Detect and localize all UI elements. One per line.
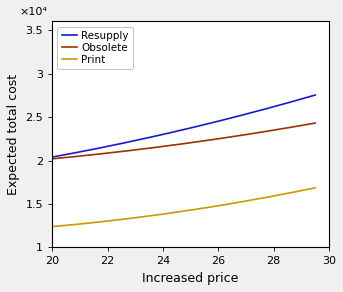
Resupply bbox=[313, 93, 317, 97]
Resupply bbox=[272, 105, 276, 108]
Obsolete bbox=[207, 138, 211, 142]
Print bbox=[207, 206, 211, 209]
Obsolete bbox=[206, 138, 210, 142]
Line: Print: Print bbox=[52, 188, 315, 227]
Print bbox=[211, 205, 215, 208]
Resupply bbox=[207, 122, 211, 125]
Text: ×10⁴: ×10⁴ bbox=[19, 7, 47, 17]
Print bbox=[50, 225, 54, 228]
Print bbox=[313, 186, 317, 190]
Obsolete bbox=[272, 128, 276, 132]
Resupply bbox=[50, 155, 54, 159]
Legend: Resupply, Obsolete, Print: Resupply, Obsolete, Print bbox=[58, 27, 133, 69]
Print bbox=[272, 194, 276, 198]
Resupply bbox=[211, 121, 215, 124]
X-axis label: Increased price: Increased price bbox=[142, 272, 239, 285]
Print bbox=[288, 191, 293, 194]
Print bbox=[206, 206, 210, 209]
Y-axis label: Expected total cost: Expected total cost bbox=[7, 74, 20, 195]
Print bbox=[51, 225, 55, 228]
Resupply bbox=[206, 122, 210, 126]
Resupply bbox=[288, 100, 293, 104]
Obsolete bbox=[51, 157, 55, 161]
Line: Obsolete: Obsolete bbox=[52, 123, 315, 159]
Obsolete bbox=[211, 138, 215, 141]
Line: Resupply: Resupply bbox=[52, 95, 315, 157]
Obsolete bbox=[313, 121, 317, 125]
Resupply bbox=[51, 155, 55, 159]
Obsolete bbox=[50, 157, 54, 161]
Obsolete bbox=[288, 126, 293, 129]
